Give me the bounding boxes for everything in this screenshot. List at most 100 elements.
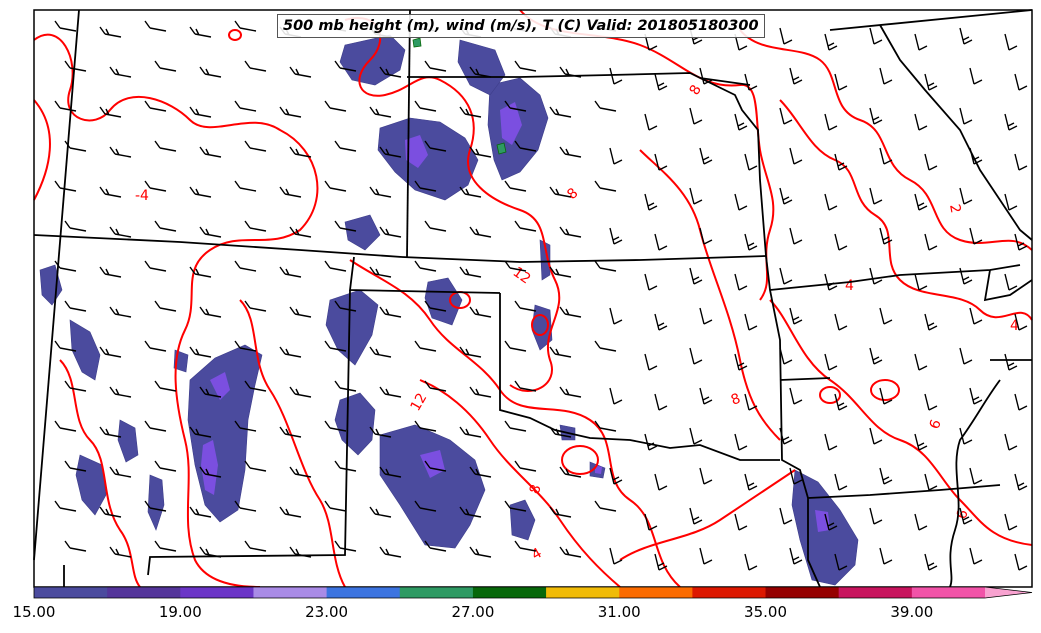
wind-barb: [789, 387, 803, 405]
wind-barb: [869, 107, 883, 125]
wind-barb: [959, 27, 973, 45]
wind-barb: [289, 226, 312, 238]
wind-barb: [144, 500, 167, 512]
wind-barb: [514, 60, 537, 72]
wind-barb: [189, 106, 212, 118]
wind-barb: [289, 466, 312, 478]
wind-barb: [334, 460, 357, 472]
wind-barb: [689, 267, 703, 285]
wind-barb: [414, 420, 437, 432]
wind-barb: [744, 233, 758, 251]
wind-barb: [379, 546, 402, 558]
wind-barb: [594, 500, 617, 512]
wind-barb: [199, 386, 222, 398]
wind-barb: [109, 226, 132, 238]
wind-barb: [959, 507, 973, 525]
wind-barb: [689, 427, 703, 445]
wind-barb: [109, 306, 132, 318]
wind-barb: [699, 307, 713, 325]
wind-barb: [54, 500, 77, 512]
wind-barb: [734, 193, 748, 211]
wind-barb: [334, 300, 357, 312]
wind-barb: [459, 186, 482, 198]
wind-barb: [279, 506, 302, 518]
wind-barb: [199, 146, 222, 158]
colorbar-extend-arrow: [985, 587, 1032, 598]
wind-barb: [654, 393, 668, 411]
colorbar-tick-label: 15.00: [12, 603, 56, 621]
wind-barb: [459, 266, 482, 278]
wind-barb: [154, 220, 177, 232]
wind-barb: [369, 186, 392, 198]
wind-barb: [744, 73, 758, 91]
wind-barb: [369, 426, 392, 438]
wind-barb: [414, 340, 437, 352]
wind-barb: [1004, 193, 1018, 211]
wind-barb: [779, 187, 793, 205]
wind-barb: [324, 500, 347, 512]
wind-barb: [154, 140, 177, 152]
wind-barb: [99, 346, 122, 358]
wind-barb: [459, 506, 482, 518]
wind-barb: [924, 153, 938, 171]
wind-barb: [924, 233, 938, 251]
wind-barb: [914, 513, 928, 531]
wind-barb: [879, 67, 893, 85]
wind-barb: [644, 113, 658, 131]
wind-barb: [969, 387, 983, 405]
wind-barb: [379, 306, 402, 318]
wind-barb: [644, 193, 658, 211]
wind-barb: [369, 346, 392, 358]
colorbar-segment: [34, 587, 108, 598]
wind-barb: [559, 226, 582, 238]
wind-barb: [469, 466, 492, 478]
wind-barb: [924, 553, 938, 571]
wind-barb: [459, 426, 482, 438]
wind-barb: [414, 100, 437, 112]
wind-barb: [64, 460, 87, 472]
wind-barb: [424, 380, 447, 392]
colorbar-segment: [546, 587, 620, 598]
wind-barb: [99, 106, 122, 118]
contour-label: 4: [1010, 318, 1019, 334]
wind-barb: [924, 393, 938, 411]
wind-barb: [154, 540, 177, 552]
wind-barb: [609, 227, 623, 245]
wind-barb: [199, 226, 222, 238]
wind-barb: [734, 353, 748, 371]
colorbar-segment: [253, 587, 328, 598]
wind-barb: [144, 100, 167, 112]
colorbar-tick-label: 39.00: [890, 603, 934, 621]
wind-barb: [914, 433, 928, 451]
wind-barb: [744, 473, 758, 491]
wind-barb: [689, 107, 703, 125]
wind-barb: [1014, 393, 1028, 411]
wind-barb: [109, 386, 132, 398]
colorbar-segment: [326, 587, 401, 598]
wind-barb: [289, 386, 312, 398]
temperature-contour-closed: [228, 29, 900, 475]
colorbar-segment: [692, 587, 767, 598]
wind-barb: [144, 180, 167, 192]
wind-barb: [969, 547, 983, 565]
wind-barb: [514, 460, 537, 472]
wind-barb: [689, 187, 703, 205]
wind-barb: [734, 273, 748, 291]
wind-barb: [734, 513, 748, 531]
wind-barb: [959, 347, 973, 365]
wind-barb: [744, 313, 758, 331]
wind-barb: [969, 227, 983, 245]
wind-barb: [324, 260, 347, 272]
wind-barb: [154, 460, 177, 472]
wind-barb: [289, 66, 312, 78]
wind-barb: [54, 340, 77, 352]
wind-barb: [289, 546, 312, 558]
wind-barb: [144, 420, 167, 432]
colorbar-segment: [765, 587, 840, 598]
wind-barb: [779, 267, 793, 285]
wind-barb: [824, 273, 838, 291]
wind-barb: [924, 473, 938, 491]
wind-barb: [199, 306, 222, 318]
wind-barb: [609, 387, 623, 405]
colorbar-segment: [107, 587, 181, 598]
